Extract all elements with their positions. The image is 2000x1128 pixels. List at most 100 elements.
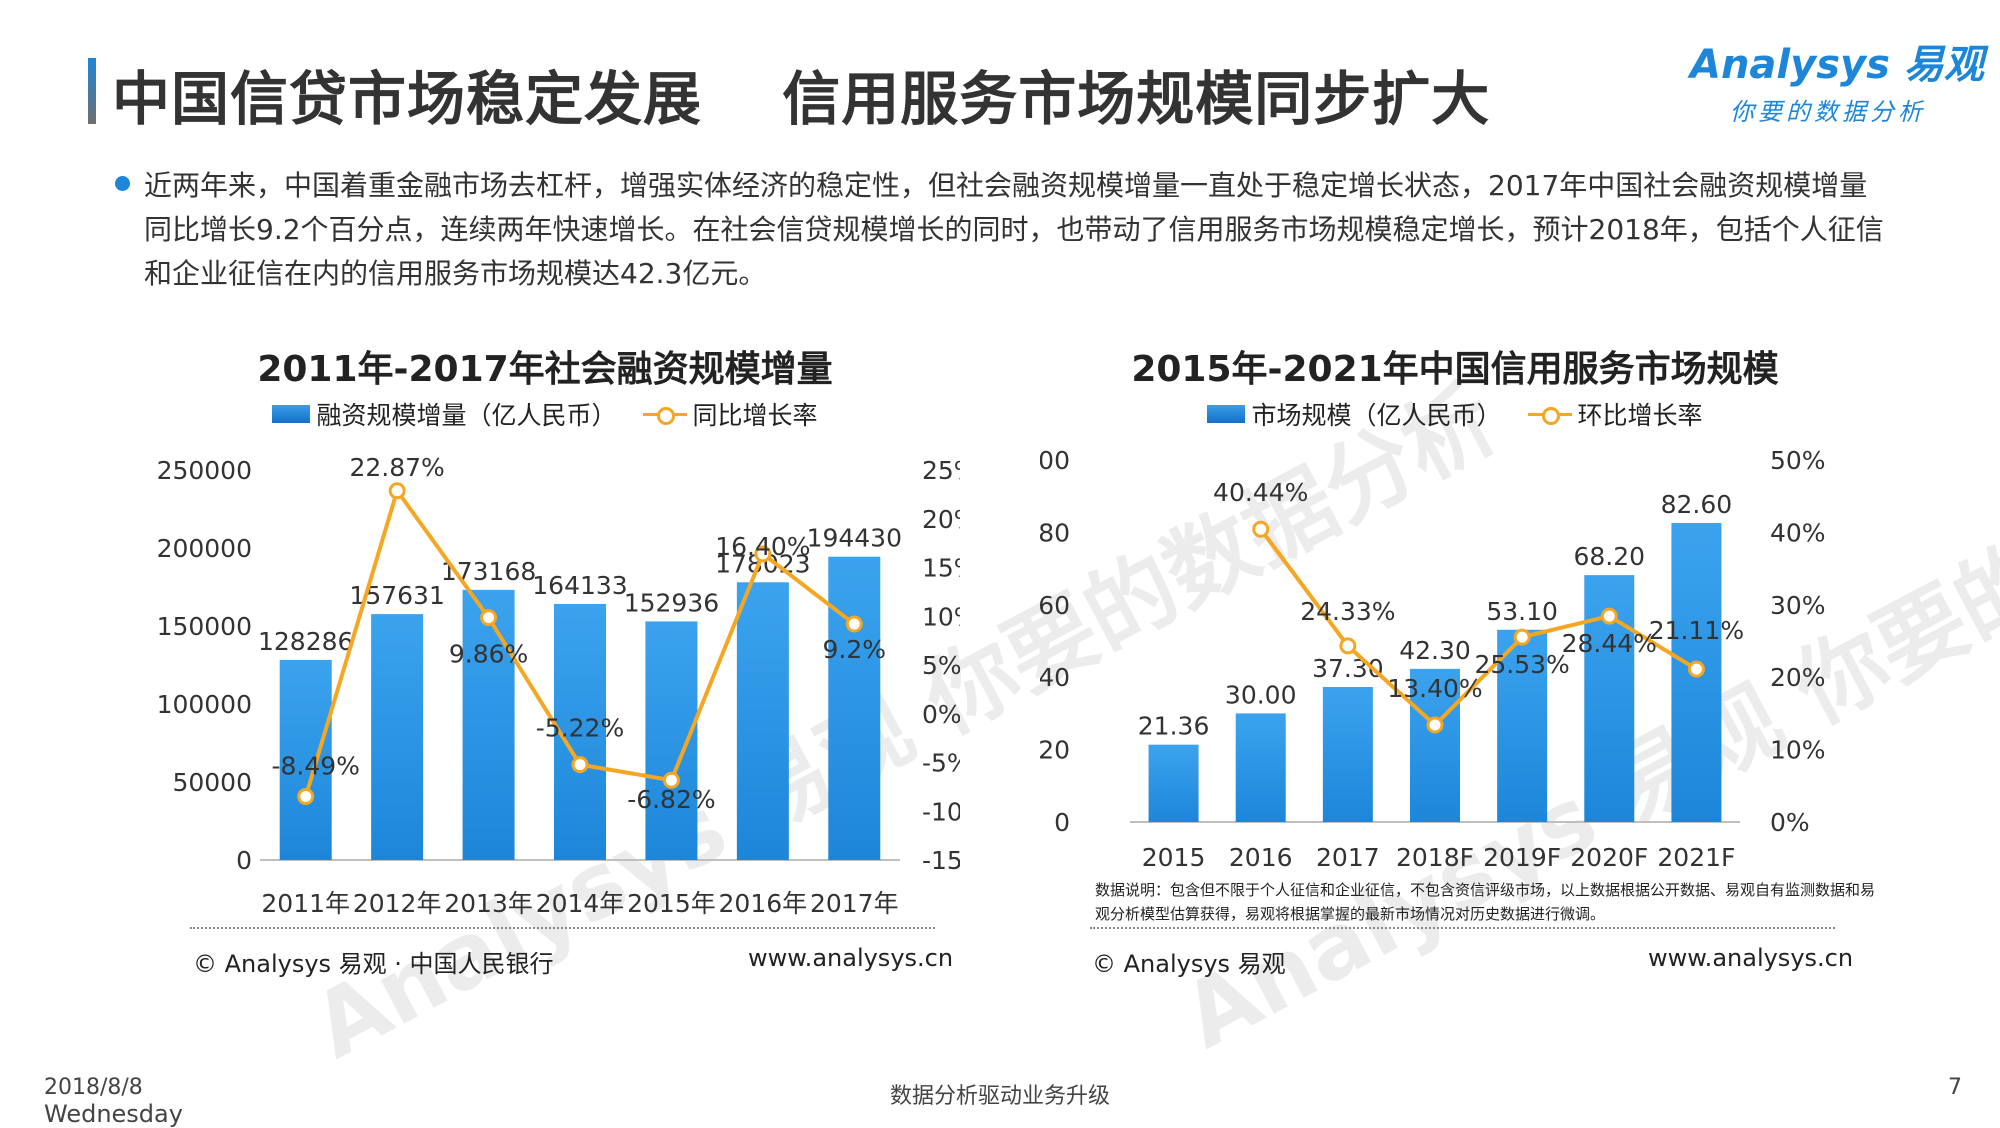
growth-rate-point	[1513, 628, 1531, 646]
x-tick-label: 2016年	[719, 889, 808, 918]
x-tick-label: 2015	[1142, 843, 1206, 872]
x-tick-label: 2020F	[1570, 843, 1648, 872]
growth-rate-label: 21.11%	[1649, 616, 1744, 645]
y2-tick-label: 30%	[1770, 591, 1826, 620]
data-note: 数据说明：包含但不限于个人征信和企业征信，不包含资信评级市场，以上数据根据公开数…	[1095, 881, 1876, 923]
x-tick-label: 2012年	[353, 889, 442, 918]
growth-rate-point	[388, 482, 406, 500]
growth-rate-label: 16.40%	[715, 532, 810, 561]
y-tick-label: 250000	[157, 456, 252, 485]
y2-tick-label: 5%	[922, 651, 960, 680]
bar-data-label: 152936	[624, 588, 719, 617]
growth-rate-label: -8.49%	[271, 752, 359, 781]
y-tick-label: 100000	[157, 690, 252, 719]
legend-line-label: 环比增长率	[1577, 401, 1703, 430]
y2-tick-label: 0%	[1770, 808, 1810, 837]
legend-bar-label: 市场规模（亿人民币）	[1251, 401, 1502, 430]
bar-data-label: 82.60	[1661, 490, 1733, 519]
growth-rate-point	[1339, 637, 1357, 655]
y-tick-label: 50000	[172, 768, 252, 797]
y2-tick-label: 50%	[1770, 446, 1826, 475]
growth-rate-label: 9.2%	[823, 635, 887, 664]
footer-date: 2018/8/8	[44, 1075, 143, 1100]
growth-rate-point	[480, 609, 498, 627]
x-tick-label: 2017	[1316, 843, 1380, 872]
intro-paragraph: 近两年来，中国着重金融市场去杠杆，增强实体经济的稳定性，但社会融资规模增量一直处…	[144, 169, 1884, 290]
growth-rate-label: -6.82%	[627, 785, 715, 814]
left-divider	[190, 927, 935, 929]
bar-data-label: 53.10	[1486, 597, 1558, 626]
y2-tick-label: -5%	[922, 749, 960, 778]
bar-data-label: 30.00	[1225, 680, 1297, 709]
growth-rate-label: -5.22%	[536, 714, 624, 743]
y2-tick-label: 40%	[1770, 518, 1826, 547]
bar	[279, 659, 332, 860]
bar	[554, 603, 606, 860]
legend-line-swatch	[1527, 404, 1572, 425]
financing-plot: 0 50000 100000 150000 200000 250000 -15% -10% -5…	[157, 453, 960, 918]
y-tick-label: 0	[236, 846, 252, 875]
right-divider	[1090, 927, 1835, 929]
y2-tick-label: 10%	[1770, 736, 1826, 765]
footer-day: Wednesday	[44, 1100, 183, 1128]
y2-tick-label: 0%	[922, 700, 960, 729]
y-tick-label: 60	[1040, 591, 1070, 620]
x-tick-label: 2013年	[444, 889, 533, 918]
y2-tick-label: 10%	[922, 602, 960, 631]
bar-data-label: 21.36	[1138, 712, 1210, 741]
right-url-link[interactable]: www.analysys.cn	[1648, 944, 1854, 972]
growth-rate-point	[1687, 660, 1705, 678]
bar	[1497, 629, 1548, 822]
y2-tick-label: 20%	[1770, 663, 1826, 692]
title-accent-bar	[88, 58, 96, 124]
left-url-link[interactable]: www.analysys.cn	[748, 944, 954, 972]
bar-data-label: 164133	[532, 571, 627, 600]
right-source: © Analysys 易观	[1092, 950, 1286, 978]
y2-tick-label: -15%	[922, 846, 960, 875]
legend-bar-swatch	[1207, 405, 1246, 423]
growth-rate-label: 9.86%	[449, 640, 528, 669]
chart-legend: 融资规模增量（亿人民币） 同比增长率	[130, 396, 960, 432]
growth-rate-label: 24.33%	[1300, 597, 1395, 626]
y2-tick-label: 25%	[922, 456, 960, 485]
x-tick-label: 2018F	[1396, 843, 1474, 872]
growth-rate-point	[1600, 607, 1618, 625]
left-source: © Analysys 易观 · 中国人民银行	[193, 950, 554, 978]
legend-bar-label: 融资规模增量（亿人民币）	[316, 401, 617, 430]
growth-rate-label: 28.44%	[1562, 629, 1657, 658]
bar-data-label: 68.20	[1573, 542, 1645, 571]
legend-bar-swatch	[272, 405, 311, 423]
credit-service-plot: 0 20 40 60 80 100 0% 10% 20% 30% 40% 50% 2015 2016 201…	[1040, 446, 1826, 872]
bullet-icon	[115, 176, 130, 191]
legend-line-label: 同比增长率	[692, 401, 818, 430]
chart-title: 2011年-2017年社会融资规模增量	[257, 349, 833, 390]
x-tick-label: 2021F	[1657, 843, 1735, 872]
growth-rate-point	[297, 788, 315, 806]
bar	[1410, 668, 1460, 822]
page-number: 7	[1948, 1075, 1962, 1100]
bar	[371, 614, 424, 860]
y2-tick-label: 15%	[922, 554, 960, 583]
x-tick-label: 2017年	[810, 889, 899, 918]
bar	[1148, 744, 1199, 822]
logo-slogan: 你要的数据分析	[1730, 98, 1926, 126]
bar	[736, 582, 789, 860]
y2-tick-label: -10%	[922, 797, 960, 826]
growth-rate-point	[571, 756, 589, 774]
growth-rate-label: 25.53%	[1474, 650, 1569, 679]
x-tick-label: 2016	[1229, 843, 1293, 872]
growth-rate-label: 40.44%	[1213, 478, 1308, 507]
bar	[828, 556, 881, 860]
y-tick-label: 80	[1040, 518, 1070, 547]
chart-title: 2015年-2021年中国信用服务市场规模	[1131, 349, 1779, 390]
y-tick-label: 0	[1054, 808, 1070, 837]
growth-rate-point	[1252, 520, 1270, 538]
bar	[1235, 713, 1286, 822]
financing-chart: 2011年-2017年社会融资规模增量 融资规模增量（亿人民币） 同比增长率 0…	[130, 330, 960, 980]
footer-slogan: 数据分析驱动业务升级	[890, 1084, 1111, 1109]
growth-rate-label: 13.40%	[1387, 674, 1482, 703]
growth-rate-point	[845, 615, 863, 633]
growth-rate-point	[754, 545, 772, 563]
bar	[645, 621, 698, 860]
growth-rate-point	[662, 771, 680, 789]
